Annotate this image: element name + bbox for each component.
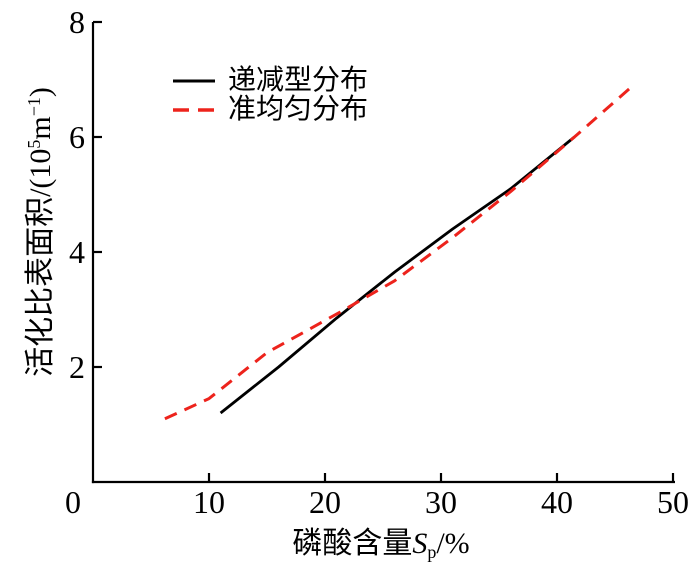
axis-title-part: 活化比表面积/(10 xyxy=(24,148,57,377)
y-tick-label: 2 xyxy=(69,349,85,385)
y-tick-label: 4 xyxy=(69,234,85,270)
series-line-quasi-uniform xyxy=(164,86,632,421)
series-line-decreasing xyxy=(219,135,576,415)
axis-title-part: m xyxy=(24,116,57,140)
axis-title-part: /% xyxy=(436,527,470,560)
legend-dashed-line-icon xyxy=(173,107,215,112)
x-tick-label: 50 xyxy=(657,484,689,520)
y-tick-label: 8 xyxy=(69,4,85,40)
legend: 递减型分布 准均匀分布 xyxy=(173,66,368,124)
x-tick-label: 40 xyxy=(541,484,573,520)
legend-item-decreasing-distribution: 递减型分布 xyxy=(173,66,368,95)
axis-title-part: p xyxy=(427,542,437,563)
axis-title-part: S xyxy=(412,527,428,560)
x-tick-label: 20 xyxy=(309,484,341,520)
y-tick-label: 6 xyxy=(69,119,85,155)
x-axis-title: 磷酸含量Sp/% xyxy=(292,518,469,562)
axis-title-part: 磷酸含量 xyxy=(292,527,413,560)
x-tick-label: 30 xyxy=(425,484,457,520)
axis-title-part: −1 xyxy=(24,97,45,117)
y-axis-title: 活化比表面积/(105m−1) xyxy=(15,87,59,377)
axis-title-part: ) xyxy=(24,87,57,98)
origin-tick-label: 0 xyxy=(65,484,81,520)
legend-solid-line-icon xyxy=(173,79,215,82)
x-tick-label: 10 xyxy=(193,484,225,520)
legend-label-quasi-uniform-distribution: 准均匀分布 xyxy=(228,93,369,125)
legend-item-quasi-uniform-distribution: 准均匀分布 xyxy=(173,95,368,124)
legend-label-decreasing-distribution: 递减型分布 xyxy=(228,64,369,96)
axis-title-part: 5 xyxy=(24,139,45,149)
